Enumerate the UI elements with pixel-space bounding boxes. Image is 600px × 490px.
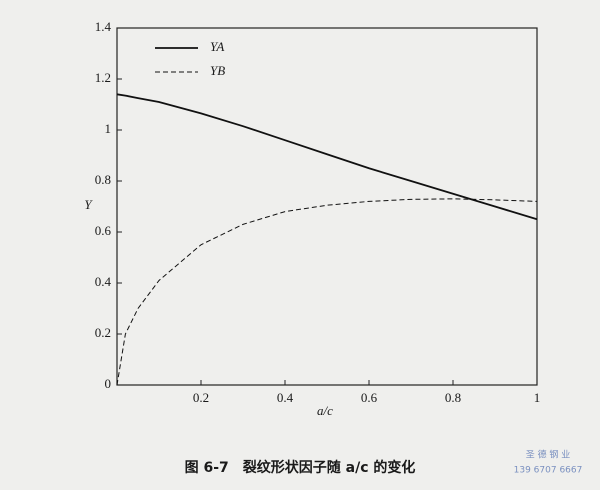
- x-tick-label: 0.4: [277, 390, 294, 405]
- y-tick-label: 0.6: [95, 223, 112, 238]
- x-tick-label: 0.2: [193, 390, 209, 405]
- watermark: 139 6707 6667: [514, 466, 583, 476]
- caption: 图 6-7 裂纹形状因子随 a/c 的变化: [185, 459, 416, 476]
- y-tick-label: 1.4: [95, 19, 112, 34]
- series-line: [116, 198, 538, 386]
- x-tick-label: 1: [534, 390, 541, 405]
- x-tick-label: 0.6: [361, 390, 378, 405]
- legend-label: YA: [210, 39, 224, 54]
- watermark: 圣 德 钢 业: [526, 449, 571, 461]
- y-tick-label: 0.4: [95, 274, 112, 289]
- y-tick-label: 1.2: [95, 70, 111, 85]
- y-tick-label: 0.8: [95, 172, 111, 187]
- y-axis-label: Y: [84, 197, 93, 212]
- y-tick-label: 0: [105, 376, 112, 391]
- x-tick-label: 0.8: [445, 390, 461, 405]
- series-line: [116, 93, 538, 221]
- x-axis-label: a/c: [317, 403, 333, 418]
- legend-label: YB: [210, 63, 225, 78]
- y-tick-label: 1: [105, 121, 112, 136]
- y-tick-label: 0.2: [95, 325, 111, 340]
- plot-frame: [116, 27, 538, 386]
